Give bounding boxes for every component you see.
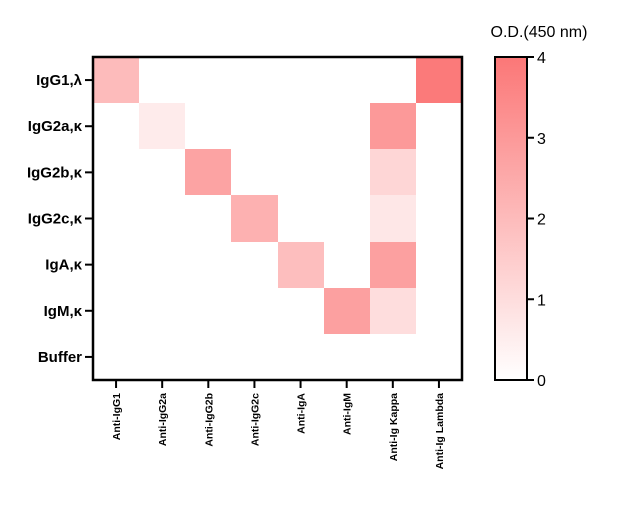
column-label: Anti-IgG2b bbox=[203, 393, 215, 447]
heatmap-cell bbox=[416, 242, 462, 288]
row-axis: IgG1,λ IgG2a,κ IgG2b,κ IgG2c,κ IgA,κ IgM,κ Buf… bbox=[27, 72, 93, 366]
heatmap-cell bbox=[185, 149, 231, 195]
row-label: IgG1,λ bbox=[36, 72, 83, 89]
heatmap-cell bbox=[324, 195, 370, 242]
colorbar-tick-label: 0 bbox=[537, 373, 546, 390]
colorbar-tick-label: 4 bbox=[537, 50, 546, 67]
heatmap-cell bbox=[370, 149, 416, 195]
heatmap-cell bbox=[416, 334, 462, 380]
heatmap-cell bbox=[139, 242, 185, 288]
heatmap-cell bbox=[139, 288, 185, 334]
colorbar-tick-label: 3 bbox=[537, 131, 546, 148]
column-label: Anti-IgG2a bbox=[157, 393, 169, 446]
heatmap-cell bbox=[370, 288, 416, 334]
heatmap-cell bbox=[370, 334, 416, 380]
column-label: Anti-IgG1 bbox=[111, 393, 123, 440]
heatmap-cell bbox=[139, 195, 185, 242]
colorbar-title: O.D.(450 nm) bbox=[491, 24, 588, 41]
heatmap-cell bbox=[185, 288, 231, 334]
heatmap-cell bbox=[416, 288, 462, 334]
row-label: Buffer bbox=[38, 349, 82, 366]
column-label: Anti-IgA bbox=[296, 393, 308, 434]
heatmap-cell bbox=[370, 242, 416, 288]
heatmap-cell bbox=[231, 149, 278, 195]
heatmap-cell bbox=[278, 57, 324, 103]
heatmap-cell bbox=[370, 195, 416, 242]
heatmap-cell bbox=[278, 288, 324, 334]
heatmap-cell bbox=[231, 334, 278, 380]
heatmap-cell bbox=[416, 103, 462, 149]
heatmap-cell bbox=[139, 149, 185, 195]
colorbar: 0 1 2 3 4 O.D.(450 nm) bbox=[491, 24, 588, 390]
colorbar-gradient bbox=[494, 56, 528, 381]
heatmap-cell bbox=[278, 242, 324, 288]
heatmap-cell bbox=[185, 57, 231, 103]
heatmap-cell bbox=[324, 242, 370, 288]
column-axis: Anti-IgG1 Anti-IgG2a Anti-IgG2b Anti-IgG2c A… bbox=[111, 380, 446, 469]
heatmap-cell bbox=[231, 195, 278, 242]
column-label: Anti-IgG2c bbox=[249, 393, 261, 446]
colorbar-tick-label: 2 bbox=[537, 212, 546, 229]
heatmap-cell bbox=[93, 195, 139, 242]
heatmap-cell bbox=[185, 242, 231, 288]
heatmap-cell bbox=[185, 103, 231, 149]
colorbar-tick-label: 1 bbox=[537, 292, 546, 309]
heatmap-cell bbox=[278, 334, 324, 380]
heatmap-cell bbox=[416, 149, 462, 195]
heatmap-cells bbox=[93, 57, 462, 380]
heatmap-cell bbox=[185, 334, 231, 380]
heatmap-cell bbox=[93, 57, 139, 103]
column-label: Anti-IgM bbox=[342, 393, 354, 435]
heatmap-cell bbox=[139, 57, 185, 103]
row-label: IgA,κ bbox=[45, 257, 82, 274]
column-label: Anti-Ig Kappa bbox=[388, 393, 400, 461]
heatmap-cell bbox=[278, 149, 324, 195]
heatmap-cell bbox=[278, 195, 324, 242]
heatmap-cell bbox=[324, 103, 370, 149]
heatmap-cell bbox=[324, 57, 370, 103]
heatmap-cell bbox=[93, 334, 139, 380]
heatmap-cell bbox=[139, 103, 185, 149]
column-label: Anti-Ig Lambda bbox=[434, 393, 446, 470]
heatmap-cell bbox=[93, 242, 139, 288]
heatmap-cell bbox=[370, 57, 416, 103]
heatmap-cell bbox=[370, 103, 416, 149]
row-label: IgG2b,κ bbox=[27, 164, 83, 181]
heatmap-cell bbox=[416, 195, 462, 242]
heatmap-cell bbox=[231, 242, 278, 288]
heatmap-cell bbox=[324, 149, 370, 195]
heatmap-cell bbox=[231, 57, 278, 103]
heatmap-cell bbox=[416, 57, 462, 103]
heatmap-cell bbox=[324, 334, 370, 380]
row-label: IgM,κ bbox=[44, 303, 83, 320]
heatmap-cell bbox=[93, 149, 139, 195]
heatmap-cell bbox=[185, 195, 231, 242]
heatmap-cell bbox=[93, 288, 139, 334]
colorbar-ticks: 0 1 2 3 4 bbox=[527, 50, 546, 390]
heatmap-cell bbox=[278, 103, 324, 149]
row-label: IgG2c,κ bbox=[28, 211, 83, 228]
heatmap-cell bbox=[231, 103, 278, 149]
heatmap-cell bbox=[93, 103, 139, 149]
row-label: IgG2a,κ bbox=[28, 118, 83, 135]
heatmap-cell bbox=[139, 334, 185, 380]
heatmap-cell bbox=[324, 288, 370, 334]
heatmap-cell bbox=[231, 288, 278, 334]
